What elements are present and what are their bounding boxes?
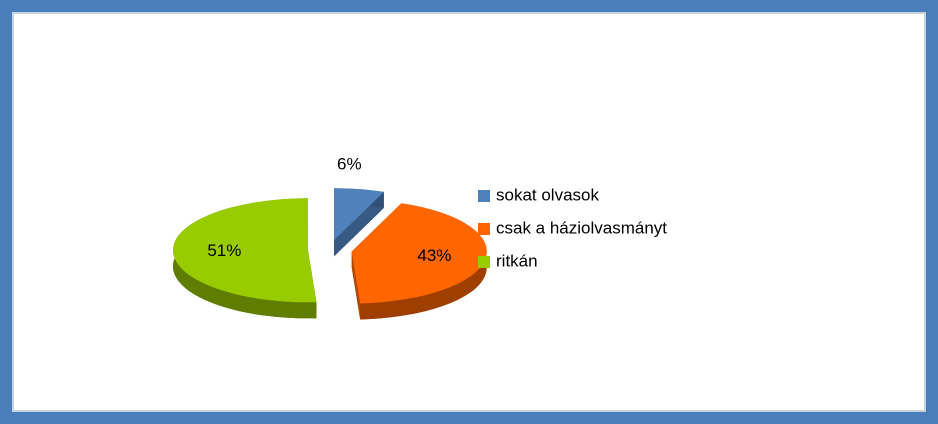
pie-slice <box>351 203 487 320</box>
data-label: 51% <box>207 241 241 260</box>
pie-slice <box>334 188 384 257</box>
data-label: 6% <box>337 154 362 173</box>
plot-area <box>12 12 926 412</box>
legend-swatch <box>478 223 490 235</box>
legend-label: sokat olvasok <box>496 185 599 204</box>
slice-wall <box>334 191 384 257</box>
legend-swatch <box>478 190 490 202</box>
pie-slice <box>173 198 317 319</box>
legend-label: ritkán <box>496 251 538 270</box>
legend-swatch <box>478 256 490 268</box>
slice-top <box>173 198 317 303</box>
legend-label: csak a háziolvasmányt <box>496 218 667 237</box>
slice-top <box>351 203 487 304</box>
slice-wall <box>351 251 361 320</box>
slice-top <box>334 188 384 241</box>
data-label: 43% <box>417 246 451 265</box>
